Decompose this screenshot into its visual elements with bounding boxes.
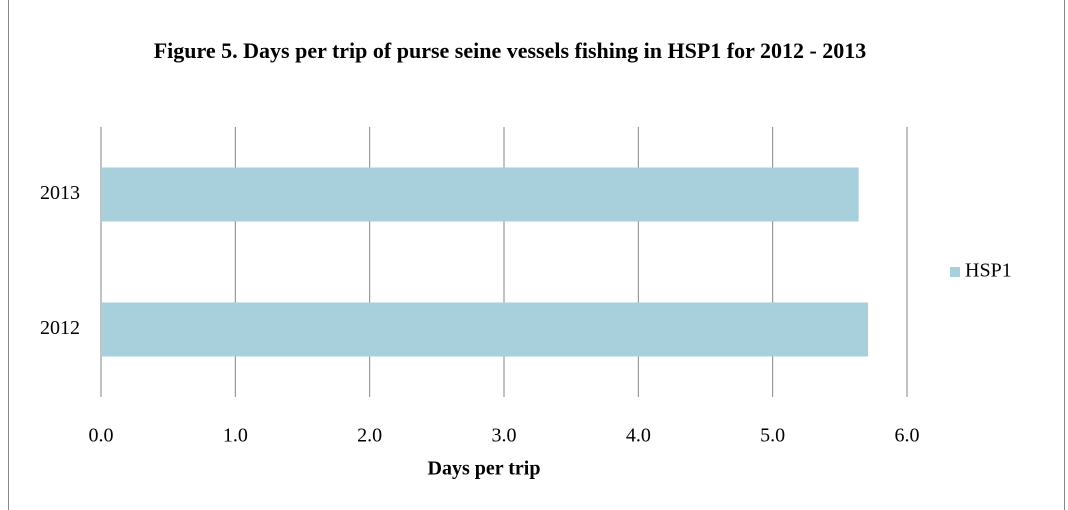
bar: [101, 302, 869, 357]
x-tick-label: 1.0: [223, 425, 248, 447]
bar: [101, 167, 859, 222]
x-tick-label: 5.0: [760, 425, 785, 447]
chart-frame: [8, 0, 1065, 510]
x-tick-label: 0.0: [89, 425, 114, 447]
x-tick-label: 6.0: [895, 425, 920, 447]
x-tick-label: 2.0: [357, 425, 382, 447]
x-tick-label: 3.0: [492, 425, 517, 447]
x-tick-label: 4.0: [626, 425, 651, 447]
legend-swatch: [950, 267, 960, 277]
y-tick-label: 2013: [40, 182, 80, 204]
chart-title: Figure 5. Days per trip of purse seine v…: [153, 38, 867, 63]
y-tick-label: 2012: [40, 317, 80, 339]
x-axis-label: Days per trip: [428, 458, 541, 480]
legend-label: HSP1: [965, 260, 1012, 282]
